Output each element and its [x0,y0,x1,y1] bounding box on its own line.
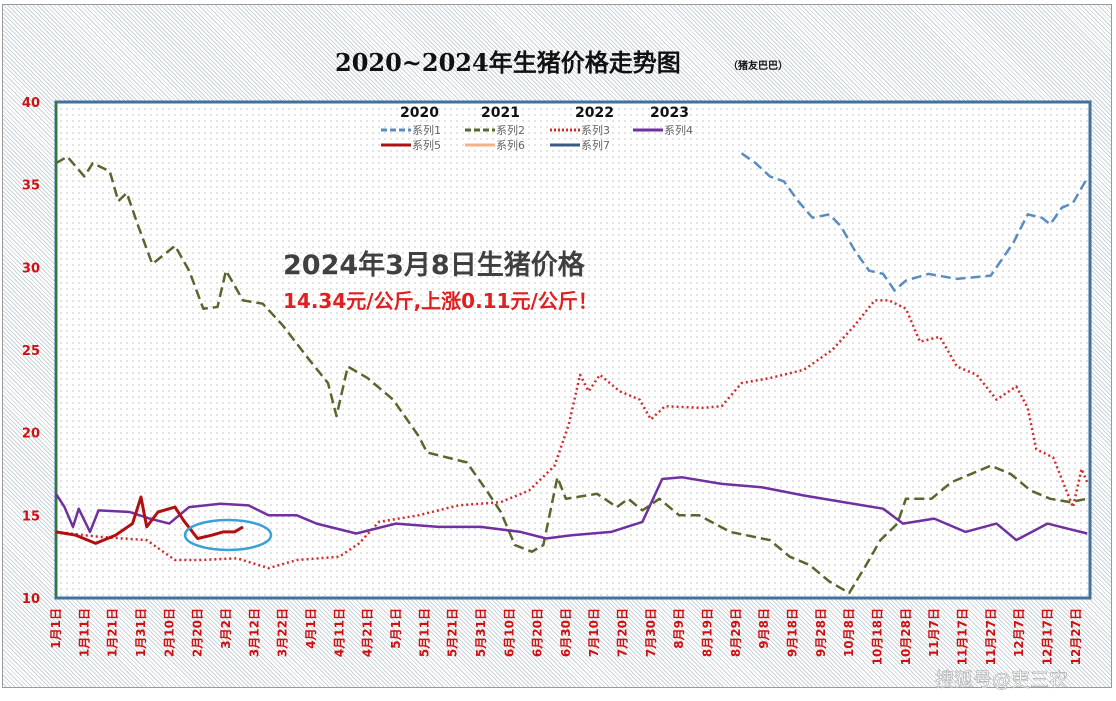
x-tick-label: 3月22日 [276,608,290,657]
y-tick-label: 10 [22,592,40,607]
legend-year-header: 2022 [575,105,614,121]
x-tick-label: 1月31日 [134,608,148,657]
x-tick-label: 7月20日 [616,608,630,657]
x-tick-label: 9月8日 [757,608,771,649]
x-tick-label: 6月10日 [502,608,516,657]
watermark: 搜狐号@吏三农 [935,669,1068,691]
legend-year-header: 2023 [650,105,689,121]
y-tick-label: 25 [22,344,40,359]
chart-title: 2020~2024年生猪价格走势图 [335,48,681,77]
x-tick-label: 11月7日 [927,608,941,657]
x-tick-label: 5月31日 [474,608,488,657]
highlight-ellipse [183,518,273,552]
x-tick-label: 9月28日 [814,608,828,657]
x-tick-label: 6月30日 [559,608,573,657]
legend-label: 系列4 [664,123,693,137]
x-tick-label: 11月17日 [956,608,970,665]
x-tick-label: 3月2日 [219,608,233,649]
x-tick-label: 1月21日 [106,608,120,657]
legend-year-header: 2021 [481,105,520,121]
x-tick-label: 8月29日 [729,608,743,657]
x-tick-label: 7月10日 [587,608,601,657]
x-tick-label: 1月1日 [49,608,63,649]
y-tick-label: 30 [22,261,40,276]
y-tick-label: 20 [22,427,40,442]
x-tick-label: 5月1日 [389,608,403,649]
series-line-系列5 [55,495,244,545]
x-tick-label: 10月8日 [842,608,856,657]
legend-label: 系列7 [581,138,610,152]
legend-label: 系列3 [581,123,610,137]
x-tick-label: 12月17日 [1041,608,1055,665]
x-tick-label: 9月18日 [786,608,800,657]
x-tick-label: 11月27日 [984,608,998,665]
x-tick-label: 8月9日 [672,608,686,649]
x-tick-label: 4月21日 [361,608,375,657]
x-tick-label: 12月27日 [1069,608,1083,665]
legend-label: 系列5 [412,138,441,152]
y-tick-label: 40 [22,96,40,111]
x-tick-label: 6月20日 [531,608,545,657]
series-line-系列3 [55,299,1089,570]
plot-area [54,100,1092,600]
x-tick-label: 2月10日 [162,608,176,657]
y-tick-label: 15 [22,509,40,524]
x-tick-label: 4月1日 [304,608,318,649]
x-tick-label: 10月28日 [899,608,913,665]
y-tick-label: 35 [22,179,40,194]
annotation-headline: 2024年3月8日生猪价格 [283,249,586,281]
legend-label: 系列1 [412,123,441,137]
series-line-系列1 [740,152,1089,292]
x-tick-label: 12月7日 [1012,608,1026,657]
series-line-系列2 [55,155,1088,595]
x-tick-label: 5月11日 [417,608,431,657]
annotation-detail: 14.34元/公斤,上涨0.11元/公斤！ [283,289,598,313]
x-tick-label: 3月12日 [247,608,261,657]
x-tick-label: 2月20日 [191,608,205,657]
x-tick-label: 4月11日 [332,608,346,657]
x-tick-label: 8月19日 [701,608,715,657]
x-tick-label: 7月30日 [644,608,658,657]
x-tick-label: 5月21日 [446,608,460,657]
legend-year-header: 2020 [400,105,439,121]
legend-label: 系列6 [496,138,525,152]
x-tick-label: 10月18日 [871,608,885,665]
x-tick-label: 1月11日 [77,608,91,657]
legend-label: 系列2 [496,123,525,137]
chart-subtitle: （猪友巴巴） [728,59,788,72]
